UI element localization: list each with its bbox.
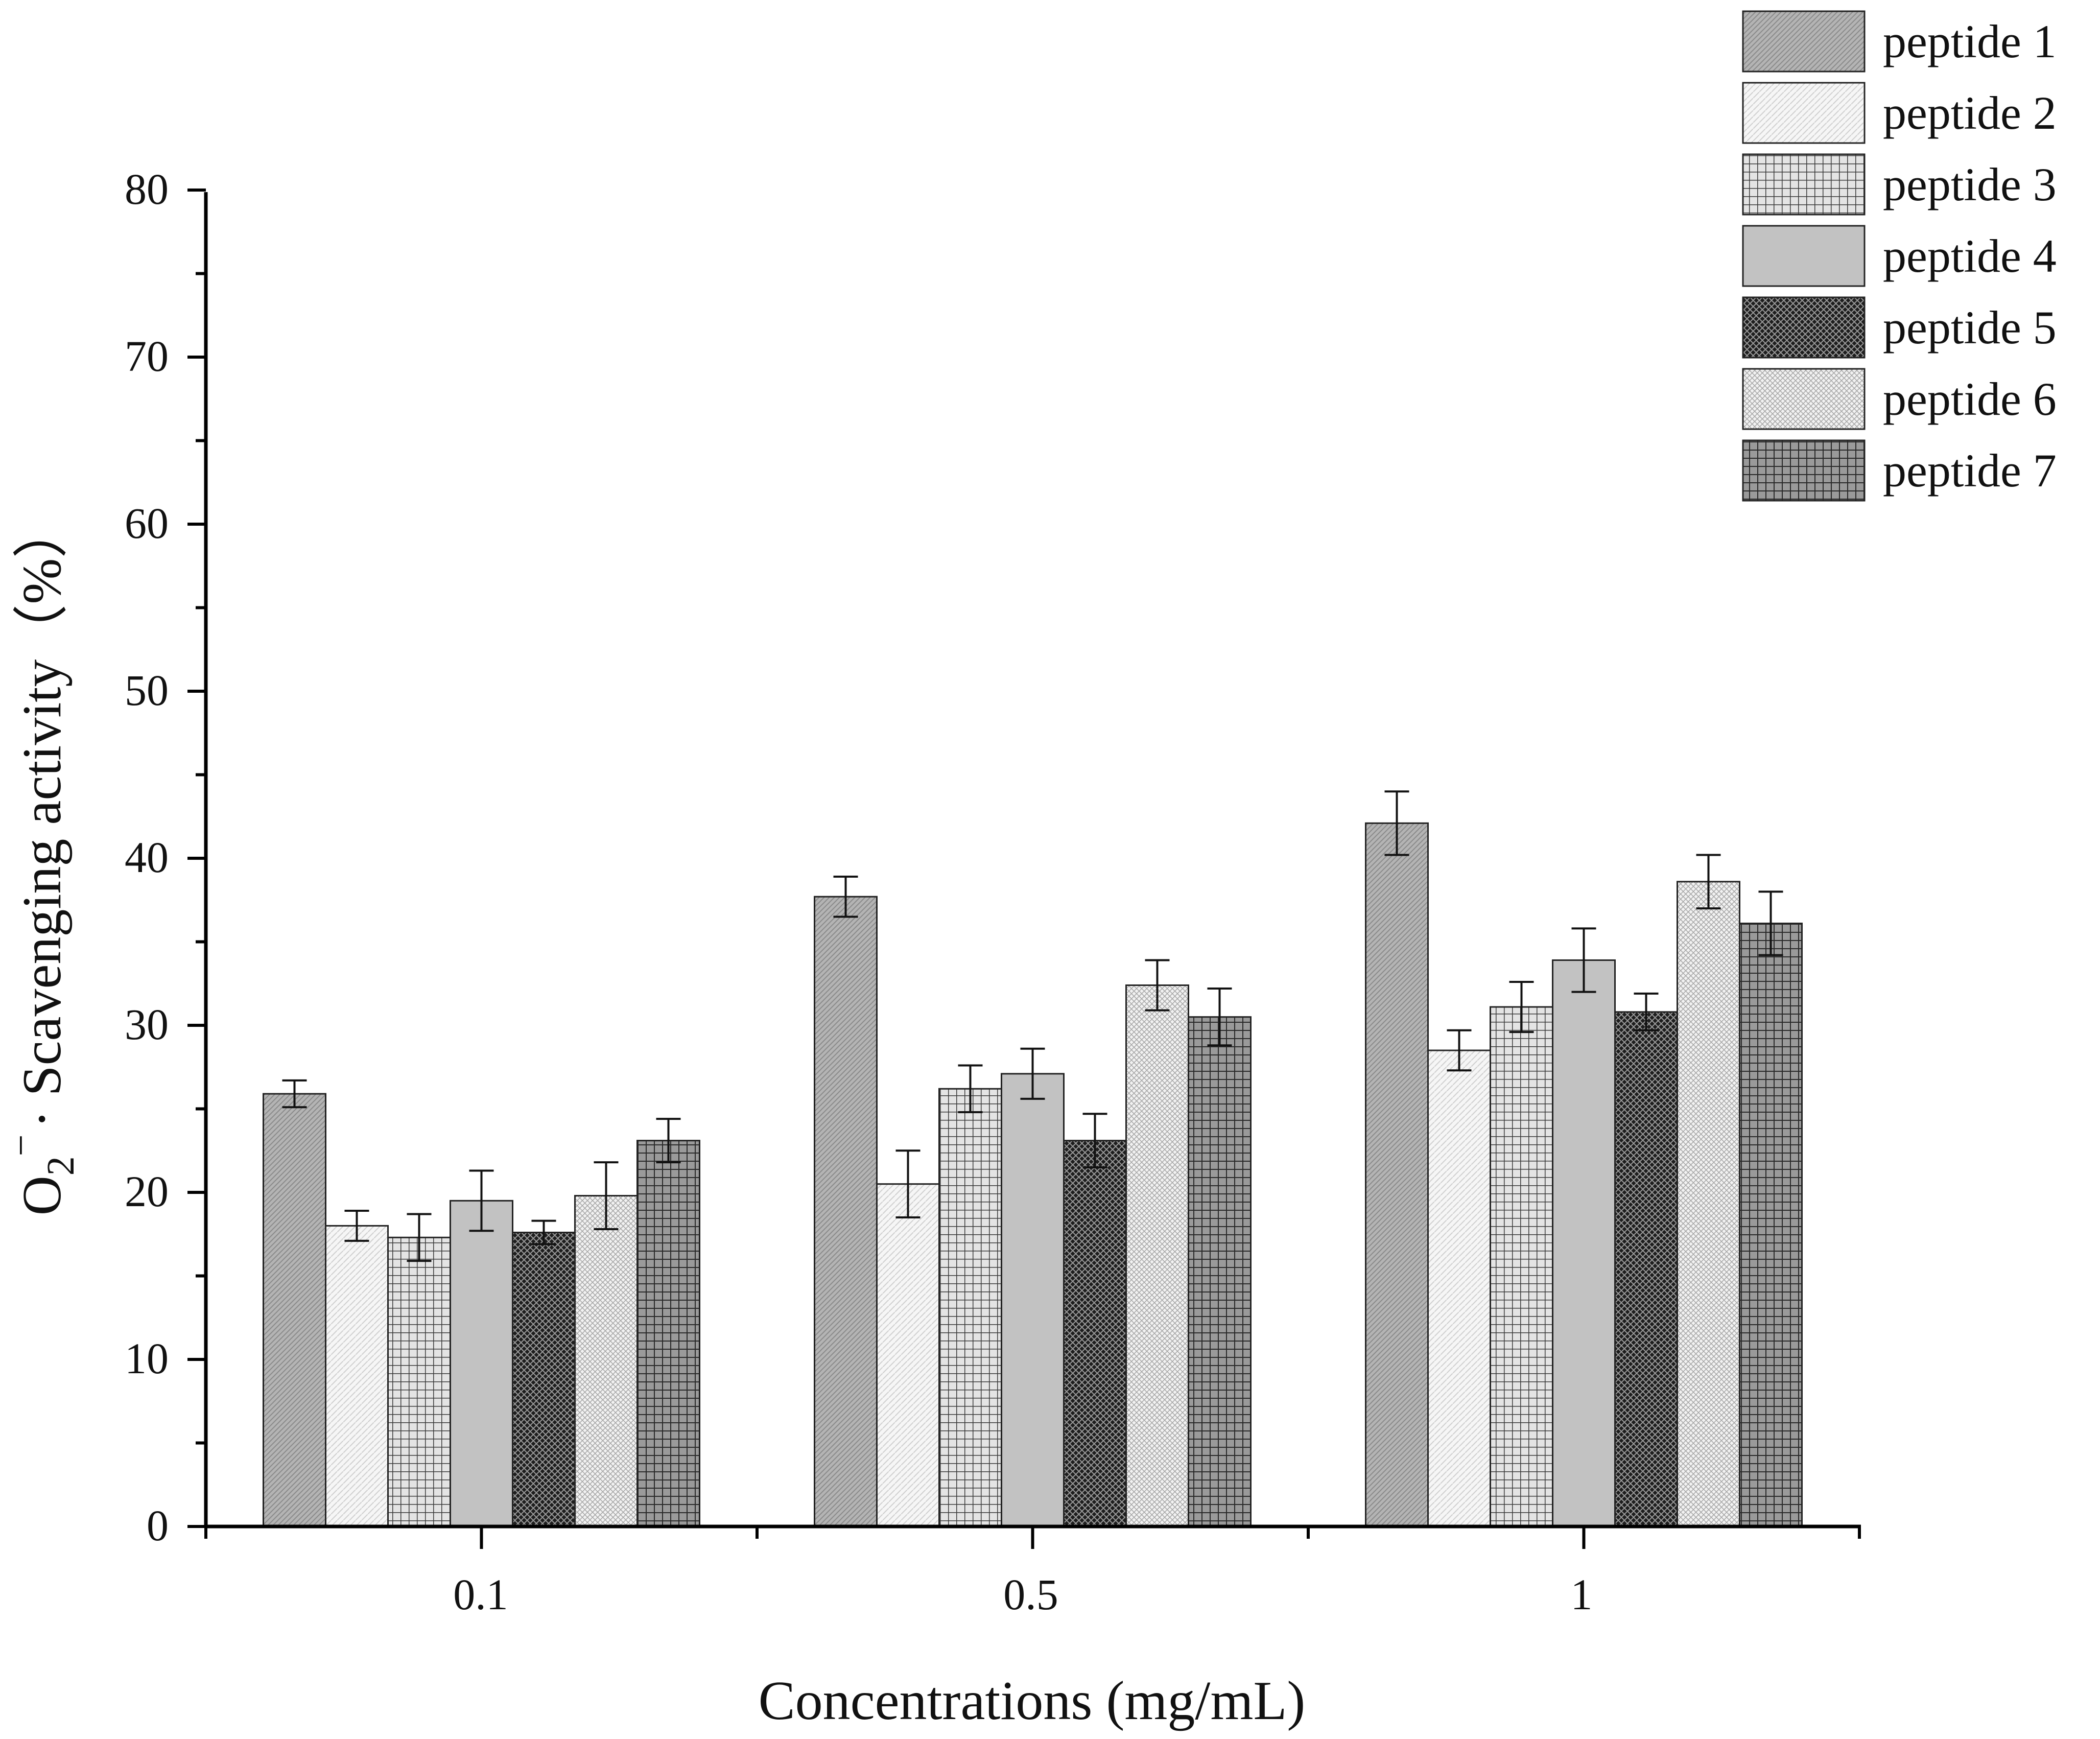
y-tick-marks [187, 189, 206, 1528]
legend-item: peptide 2 [1742, 82, 2057, 144]
y-axis-title: O2− · Scavenging activity（%） [0, 503, 82, 1216]
y-tick-label: 30 [125, 1000, 169, 1049]
legend-swatch [1742, 10, 1866, 73]
bar [1063, 1140, 1127, 1528]
x-axis-title: Concentrations (mg/mL) [759, 1671, 1306, 1731]
error-bar [531, 1219, 556, 1246]
y-tick-label: 0 [147, 1501, 169, 1550]
error-bar [407, 1213, 432, 1262]
bar [1188, 1016, 1252, 1528]
legend-label: peptide 3 [1883, 158, 2057, 210]
x-tick-label: 0.5 [1003, 1570, 1058, 1619]
bar [325, 1225, 389, 1528]
bar [938, 1088, 1002, 1528]
bar [512, 1231, 576, 1528]
error-bar [1020, 1047, 1045, 1100]
y-tick-labels: 0 10 20 30 40 50 60 70 80 [125, 165, 169, 1550]
y-axis-title-superscript: − [0, 1134, 42, 1156]
bar [636, 1140, 700, 1528]
y-axis: 0 10 20 30 40 50 60 70 80 [125, 165, 208, 1550]
legend-label: peptide 4 [1883, 230, 2057, 282]
error-bar [1145, 959, 1170, 1012]
bar [263, 1093, 326, 1528]
legend-swatch [1742, 225, 1866, 287]
error-bar [1758, 890, 1783, 956]
error-bar [656, 1118, 681, 1164]
legend-label: peptide 5 [1883, 301, 2057, 354]
x-axis: 0.1 0.5 1 [204, 1524, 1861, 1619]
bars [263, 822, 1803, 1528]
error-bar [958, 1064, 983, 1114]
y-axis-title-rest: · Scavenging activity（%） [12, 503, 73, 1129]
x-tick-labels: 0.1 0.5 1 [453, 1570, 1592, 1619]
error-bar [1571, 927, 1596, 993]
x-tick-label: 0.1 [453, 1570, 508, 1619]
bar [387, 1236, 451, 1528]
x-tick-label: 1 [1571, 1570, 1593, 1619]
legend-label: peptide 6 [1883, 373, 2057, 425]
bar [1614, 1011, 1678, 1528]
error-bar [833, 875, 858, 918]
legend-item: peptide 6 [1742, 368, 2057, 430]
legend-swatch [1742, 82, 1866, 144]
bar [1739, 923, 1803, 1528]
bar [1427, 1049, 1491, 1528]
y-tick-label: 60 [125, 499, 169, 548]
legend-item: peptide 4 [1742, 225, 2057, 287]
legend-item: peptide 3 [1742, 153, 2057, 216]
legend-swatch [1742, 296, 1866, 359]
bar [1125, 984, 1189, 1528]
error-bar [1384, 790, 1409, 856]
y-tick-label: 80 [125, 165, 169, 214]
legend-label: peptide 2 [1883, 87, 2057, 139]
error-bar [1082, 1113, 1107, 1168]
legend-item: peptide 7 [1742, 439, 2057, 502]
legend-swatch [1742, 153, 1866, 216]
legend-label: peptide 7 [1883, 444, 2057, 497]
y-axis-title-species: O [12, 1176, 73, 1215]
error-bar [344, 1209, 369, 1242]
legend: peptide 1 peptide 2 peptide 3 peptide 4 … [1742, 10, 2057, 502]
error-bar [1509, 980, 1534, 1033]
bar [1365, 822, 1429, 1528]
bar [450, 1200, 513, 1528]
error-bar [469, 1169, 494, 1232]
error-bar [1447, 1029, 1472, 1072]
bar [814, 896, 878, 1528]
y-tick-label: 50 [125, 666, 169, 715]
error-bar [282, 1079, 307, 1109]
bar [1552, 959, 1616, 1528]
bar [1490, 1006, 1553, 1528]
y-tick-label: 10 [125, 1334, 169, 1383]
bar [1677, 881, 1740, 1528]
y-tick-label: 70 [125, 332, 169, 381]
error-bar [594, 1161, 619, 1230]
error-bars [282, 790, 1783, 1262]
y-tick-label: 40 [125, 833, 169, 882]
y-tick-label: 20 [125, 1167, 169, 1216]
error-bar [1696, 854, 1721, 910]
legend-item: peptide 5 [1742, 296, 2057, 359]
legend-item: peptide 1 [1742, 10, 2057, 73]
error-bar [1207, 988, 1232, 1047]
bar [1001, 1073, 1065, 1528]
legend-swatch [1742, 368, 1866, 430]
y-axis-title-subscript: 2 [39, 1156, 82, 1176]
error-bar [1634, 992, 1659, 1031]
legend-swatch [1742, 439, 1866, 502]
x-tick-marks [204, 1526, 1861, 1549]
bar [574, 1195, 638, 1528]
error-bar [895, 1149, 921, 1219]
legend-label: peptide 1 [1883, 15, 2057, 67]
bar [876, 1183, 940, 1528]
